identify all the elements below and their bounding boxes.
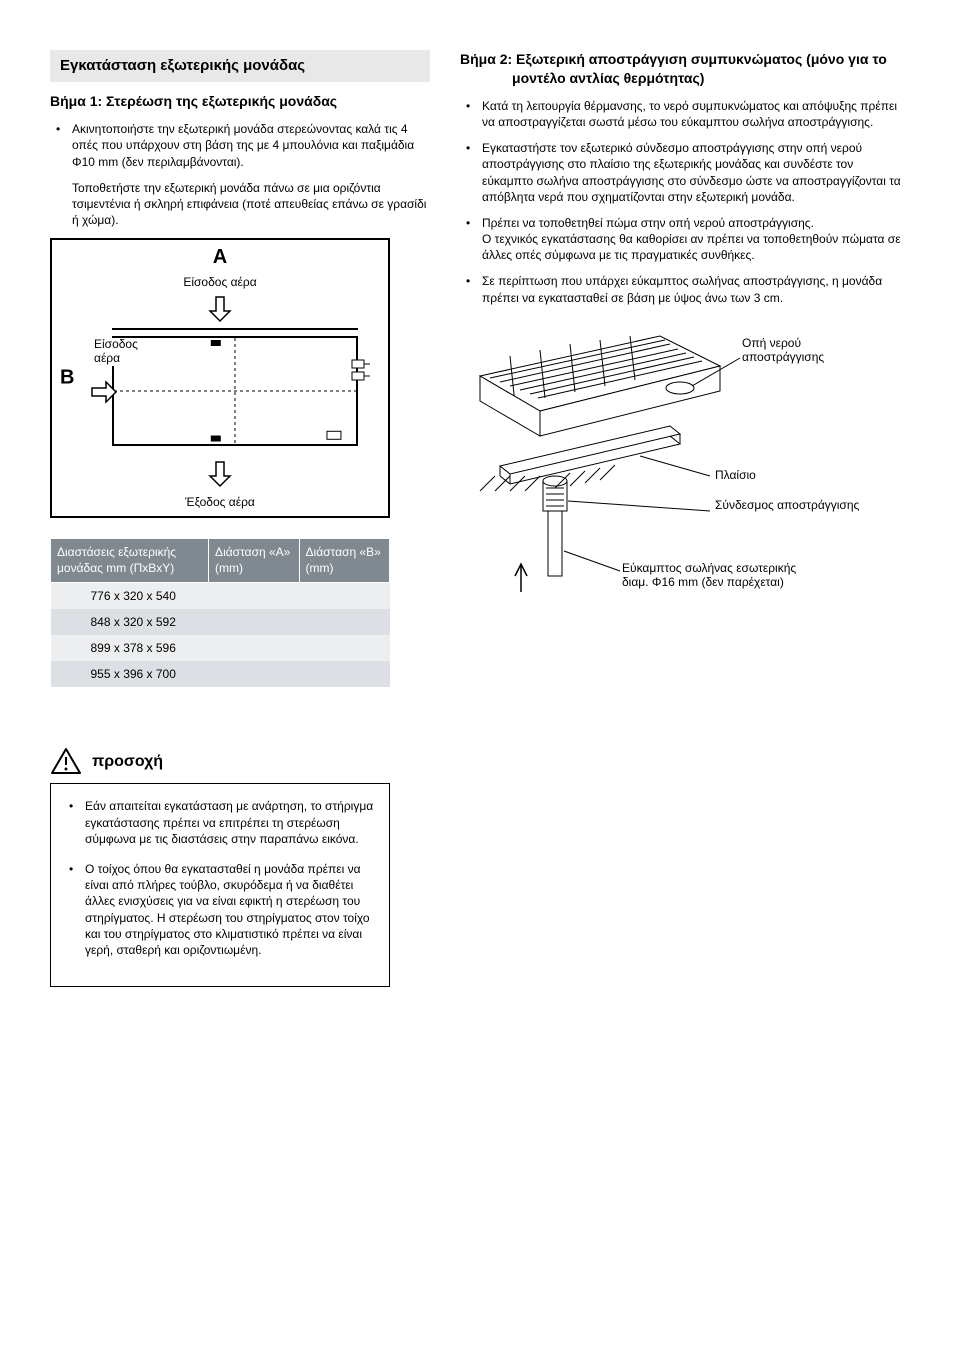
joint-label: Σύνδεσμος αποστράγγισης [715, 498, 859, 512]
drain-hole-label: Οπή νερού αποστράγγισης [742, 336, 860, 365]
caution-bullet: Ο τοίχος όπου θα εγκατασταθεί η μονάδα π… [63, 861, 377, 958]
caution-label: προσοχή [92, 751, 163, 773]
unit-body-svg [114, 338, 356, 444]
table-row: 899 x 378 x 596 [51, 635, 390, 661]
air-inlet-left-label: Είσοδοςαέρα [92, 338, 140, 366]
step1-para: Τοποθετήστε την εξωτερική μονάδα πάνω σε… [50, 180, 430, 229]
step1-title: Βήμα 1: Στερέωση της εξωτερικής μονάδας [50, 92, 430, 111]
step2-title: Βήμα 2: Εξωτερική αποστράγγιση συμπυκνώμ… [512, 50, 904, 88]
step2-bullet: Κατά τη λειτουργία θέρμανσης, το νερό συ… [460, 98, 904, 130]
step2-bullet: Πρέπει να τοποθετηθεί πώμα στην οπή νερο… [460, 215, 904, 264]
dim-label-b: B [60, 365, 74, 392]
step2-list: Κατά τη λειτουργία θέρμανσης, το νερό συ… [460, 98, 904, 306]
frame-label: Πλαίσιο [715, 468, 756, 482]
step2-bullet: Σε περίπτωση που υπάρχει εύκαμπτος σωλήν… [460, 273, 904, 305]
arrow-down-icon [208, 460, 232, 488]
step1-list: Ακινητοποιήστε την εξωτερική μονάδα στερ… [50, 121, 430, 170]
arrow-down-icon [208, 295, 232, 323]
air-inlet-top-label: Είσοδος αέρα [183, 274, 256, 290]
table-row: 848 x 320 x 592 [51, 609, 390, 635]
table-header-a: Διάσταση «A» (mm) [209, 539, 299, 582]
table-header-b: Διάσταση «B» (mm) [299, 539, 389, 582]
table-row: 955 x 396 x 700 [51, 661, 390, 687]
section-title-outdoor: Εγκατάσταση εξωτερικής μονάδας [50, 50, 430, 82]
table-header-dims: Διαστάσεις εξωτερικής μονάδας mm (ΠxΒxΥ) [51, 539, 209, 582]
connector-icon [350, 358, 370, 388]
table-row: 776 x 320 x 540 [51, 582, 390, 609]
air-outlet-label: Έξοδος αέρα [185, 494, 255, 510]
dimensions-table: Διαστάσεις εξωτερικής μονάδας mm (ΠxΒxΥ)… [50, 538, 390, 687]
warning-icon [50, 747, 82, 775]
caution-bullet: Εάν απαιτείται εγκατάσταση με ανάρτηση, … [63, 798, 377, 847]
outdoor-unit-diagram: A B Είσοδος αέρα Είσοδοςαέρα [50, 238, 390, 518]
hose-label: Εύκαμπτος σωλήνας εσωτερικής διαμ. Φ16 m… [622, 561, 802, 590]
dim-label-a: A [213, 244, 227, 271]
arrow-right-icon [90, 380, 118, 404]
step2-bullet: Εγκαταστήστε τον εξωτερικό σύνδεσμο αποσ… [460, 140, 904, 205]
caution-box: προσοχή Εάν απαιτείται εγκατάσταση με αν… [50, 747, 390, 987]
drain-diagram: Οπή νερού αποστράγγισης Πλαίσιο Σύνδεσμο… [460, 316, 860, 646]
step1-bullet: Ακινητοποιήστε την εξωτερική μονάδα στερ… [50, 121, 430, 170]
